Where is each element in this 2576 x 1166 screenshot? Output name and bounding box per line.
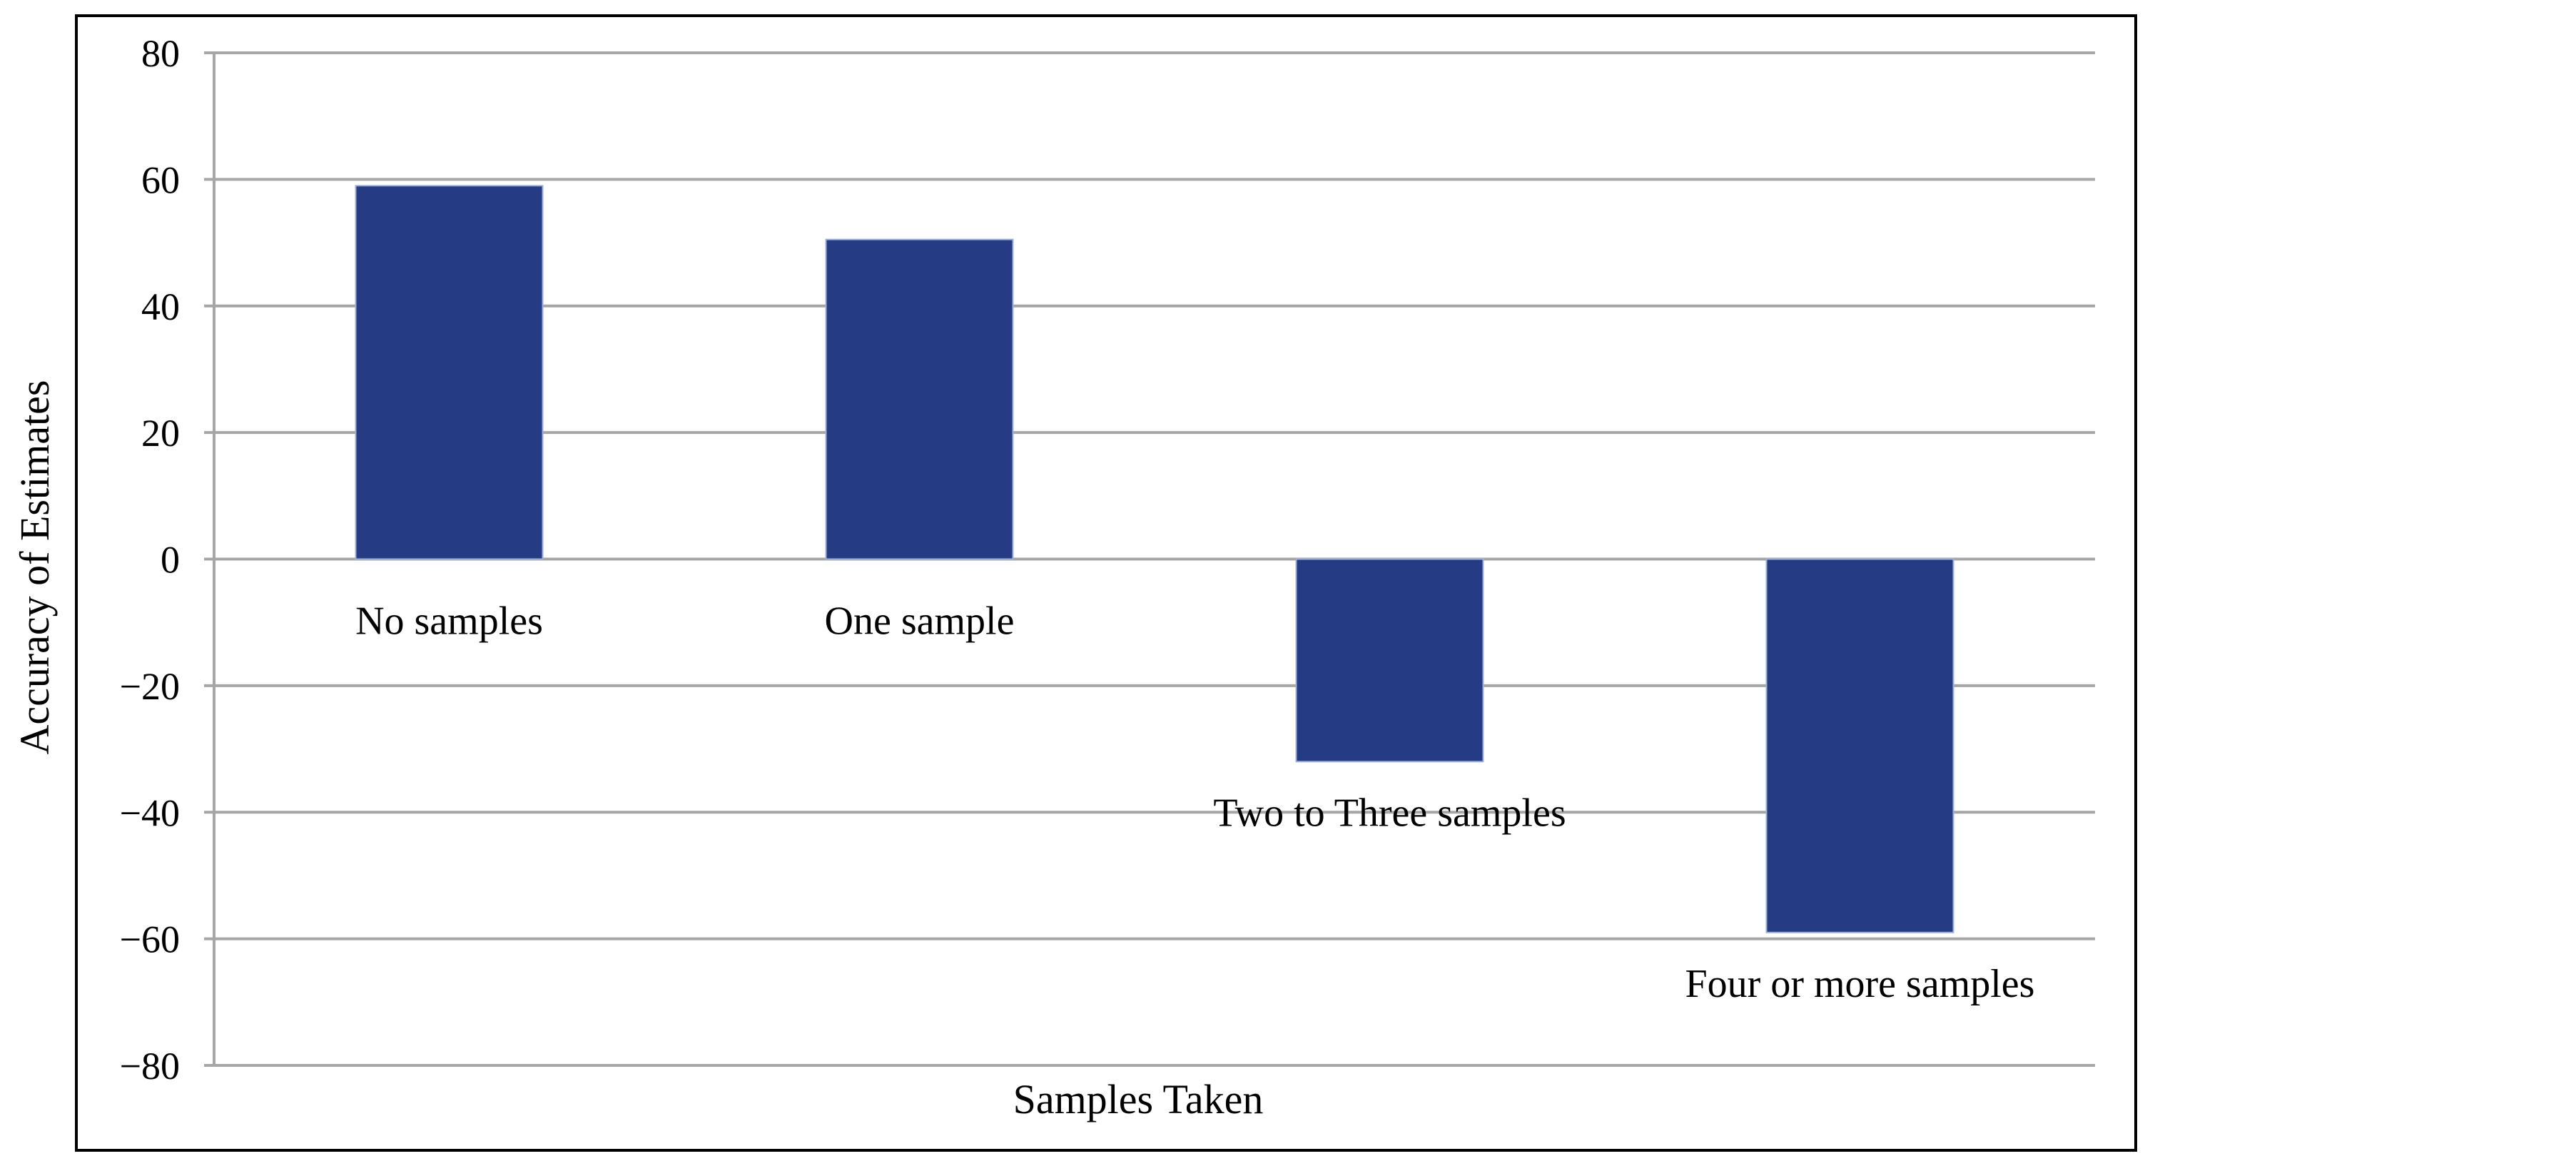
bar [1765, 558, 1954, 933]
bar [825, 238, 1014, 560]
y-tick-label: −40 [120, 791, 180, 834]
y-axis [204, 51, 215, 1067]
y-tick-label: 80 [141, 32, 180, 75]
category-label: Four or more samples [1685, 962, 2035, 1006]
category-labels: No samples One sample Two to Three samples… [355, 599, 2034, 1006]
y-tick-label: −60 [120, 918, 180, 961]
y-tick-label: 40 [141, 285, 180, 328]
category-label: Two to Three samples [1213, 791, 1566, 835]
y-tick-label: 60 [141, 158, 180, 201]
y-tick-label: −80 [120, 1045, 180, 1088]
y-axis-title: Accuracy of Estimates [11, 380, 58, 754]
x-axis-title: Samples Taken [1013, 1076, 1264, 1122]
category-label: No samples [355, 599, 543, 644]
bar [1295, 558, 1484, 763]
y-tick-label: −20 [120, 665, 180, 708]
bar [355, 185, 544, 560]
y-tick-label: 20 [141, 412, 180, 455]
y-tick-labels: 80 60 40 20 0 −20 −40 −60 −80 [120, 32, 180, 1088]
y-tick-label: 0 [161, 539, 180, 582]
category-label: One sample [825, 599, 1015, 644]
bars [355, 185, 1954, 933]
